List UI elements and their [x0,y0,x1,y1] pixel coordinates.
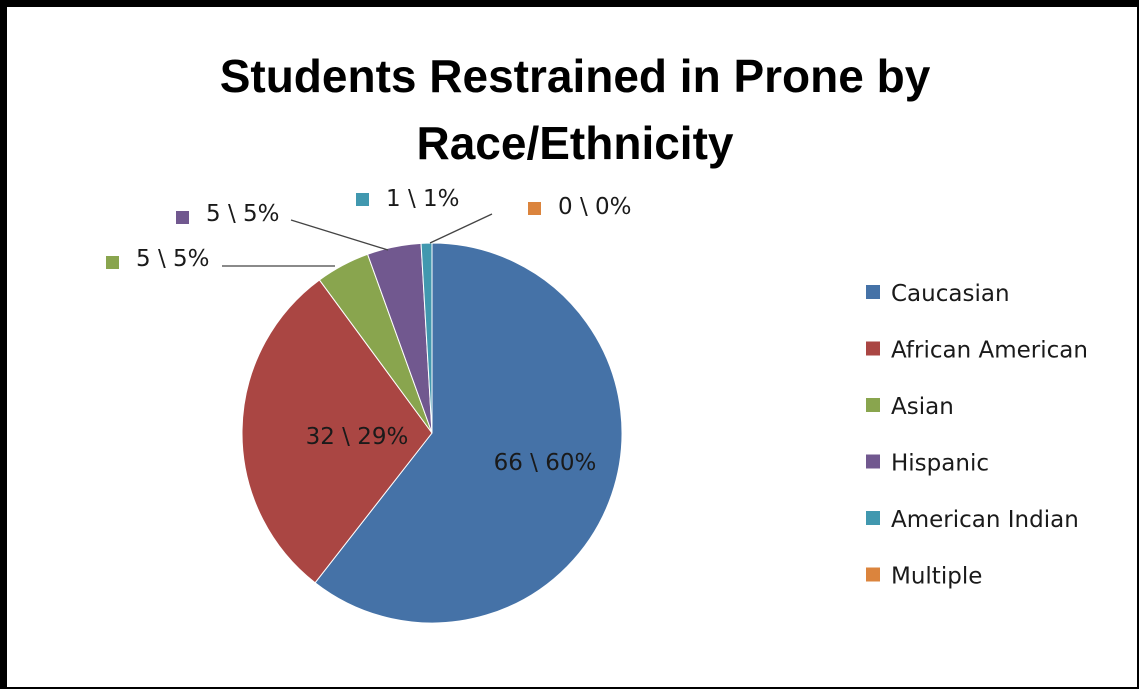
data-label-caucasian: 66 \ 60% [494,450,597,476]
data-label-american-indian: 1 \ 1% [386,186,460,212]
legend-label-african-american: African American [891,338,1088,364]
label-key-asian [106,256,119,269]
legend-label-american-indian: American Indian [891,507,1079,533]
legend-swatch-american-indian [866,511,880,525]
data-label-hispanic: 5 \ 5% [206,201,280,227]
label-key-hispanic [176,211,189,224]
data-label-multiple: 0 \ 0% [558,194,632,220]
pie-slice-american-indian [420,242,433,434]
legend-swatch-multiple [866,567,880,582]
label-key-american-indian [356,193,369,206]
leader-line-hispanic [290,219,389,251]
data-label-african-american: 32 \ 29% [306,424,409,450]
legend-label-hispanic: Hispanic [891,451,989,477]
legend-swatch-caucasian [866,285,880,299]
chart-title-line-1: Students Restrained in Prone by [220,50,931,102]
legend-label-asian: Asian [891,394,954,420]
pie-slice-caucasian [314,242,623,624]
data-label-asian: 5 \ 5% [136,246,210,272]
legend-swatch-hispanic [866,454,880,469]
legend-label-caucasian: Caucasian [891,281,1010,307]
legend-swatch-african-american [866,341,880,356]
label-key-multiple [528,202,541,215]
legend-label-multiple: Multiple [891,564,982,590]
leader-line-multiple [429,213,493,244]
legend-swatch-asian [866,398,880,412]
chart-title-line-2: Race/Ethnicity [417,117,734,169]
pie-slice-african-american [241,279,433,584]
